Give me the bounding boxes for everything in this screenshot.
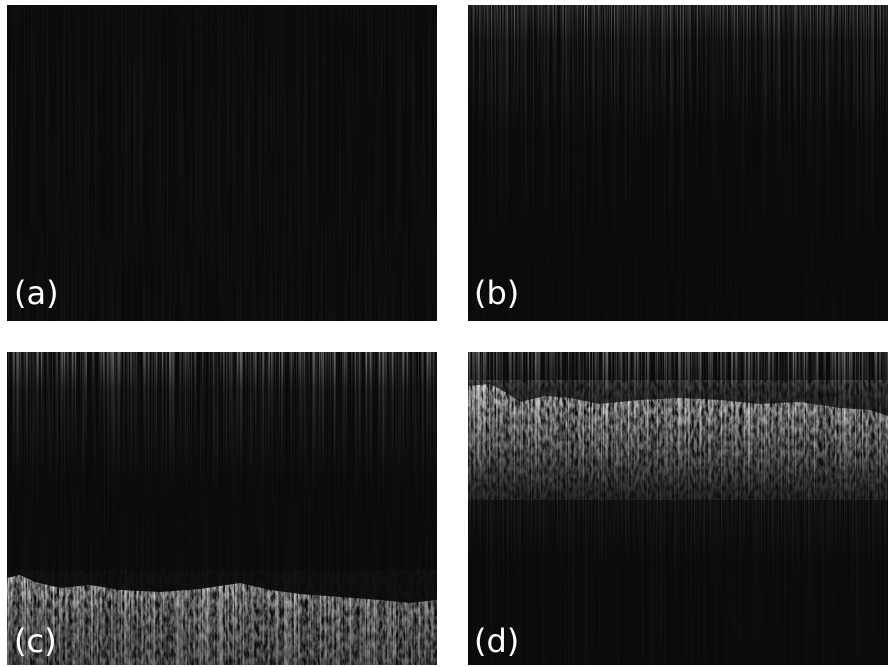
panel-label: (c) <box>14 622 57 660</box>
noise <box>468 5 888 321</box>
panel-label: (d) <box>474 622 519 660</box>
panel-label: (a) <box>14 274 59 312</box>
tissue <box>468 380 888 500</box>
noise <box>7 5 437 321</box>
tissue <box>7 570 437 665</box>
panel-label: (b) <box>474 274 519 312</box>
